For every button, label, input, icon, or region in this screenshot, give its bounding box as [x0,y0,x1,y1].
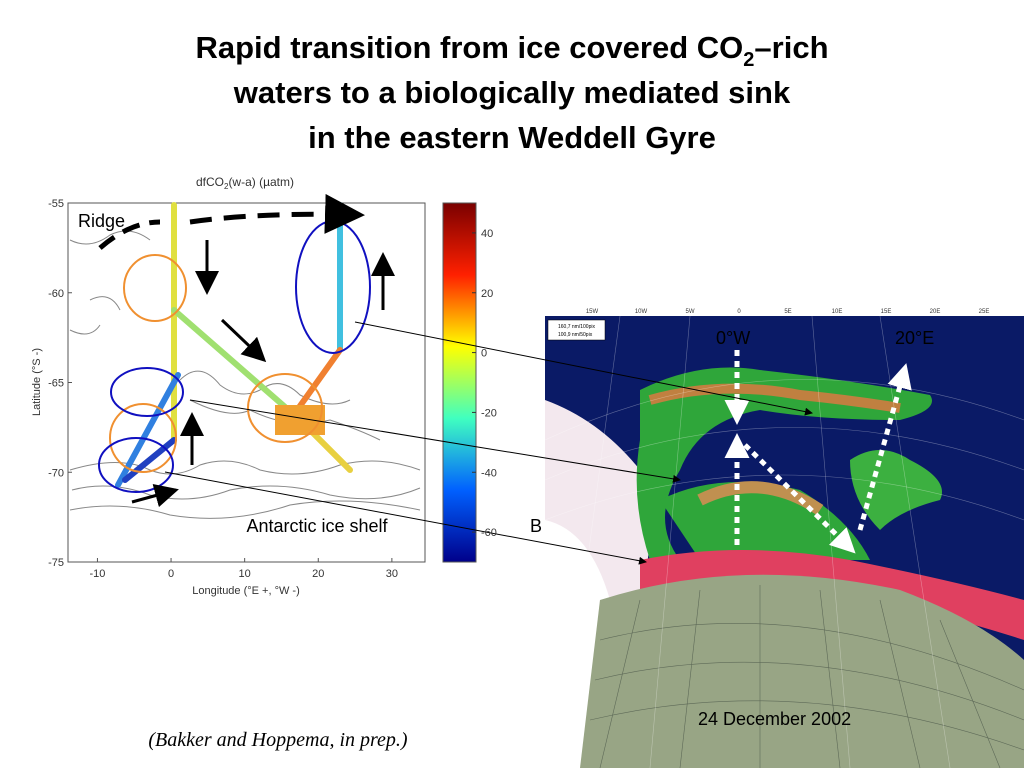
ridge-arrow [189,193,365,234]
citation: (Bakker and Hoppema, in prep.) [148,729,408,751]
contours [69,230,421,519]
image-tick-label: 10E [832,309,843,315]
y-tick-label: -75 [48,557,64,569]
image-tick-label: 20E [930,309,941,315]
annotation: 20°E [895,328,934,348]
annotation: 0°W [716,328,750,348]
annotation: Ridge [78,211,125,231]
annotation: 24 December 2002 [698,709,851,729]
image-tick-label: 15W [586,309,599,315]
x-tick-label: 0 [168,568,174,580]
x-tick-label: 20 [312,568,324,580]
image-tick-label: 5E [784,309,791,315]
x-tick-label: 10 [239,568,251,580]
plot-frame [67,202,426,563]
y-tick-label: -55 [48,198,64,210]
x-tick-label: -10 [89,568,105,580]
connector-lines [164,321,813,565]
title-line: waters to a biologically mediated sink [233,75,791,110]
x-axis-label: Longitude (°E +, °W -) [192,585,300,597]
colorbar [442,202,477,563]
colorbar-label: dfCO2(w-a) (µatm) [196,175,294,191]
title-line: Rapid transition from ice covered CO2–ri… [195,30,828,71]
y-axis-label: Latitude (°S -) [31,348,43,416]
satellite-image [545,316,1024,768]
colorbar-tick-label: 0 [481,348,487,360]
image-tick-label: 15E [881,309,892,315]
flow-arrows [131,240,395,508]
colorbar-tick-label: -60 [481,527,497,539]
image-tick-label: 0 [737,309,741,315]
image-tick-label: 10W [635,309,648,315]
image-legend: 160,7 nm/100pix [558,324,595,330]
image-legend: 100,9 nm/50pix [558,332,593,338]
y-tick-label: -70 [48,467,64,479]
image-tick-label: 25E [979,309,990,315]
colorbar-tick-label: 20 [481,288,493,300]
x-tick-label: 30 [386,568,398,580]
y-tick-label: -65 [48,378,64,390]
colorbar-tick-label: -20 [481,407,497,419]
colorbar-tick-label: 40 [481,228,493,240]
image-top-margin [545,300,1024,316]
image-tick-label: 5W [686,309,695,315]
annotation: Antarctic ice shelf [246,516,388,536]
y-tick-label: -60 [48,288,64,300]
title-line: in the eastern Weddell Gyre [308,120,716,155]
ridge-arrow [98,219,161,250]
annotation: B [530,516,542,536]
colorbar-tick-label: -40 [481,467,497,479]
